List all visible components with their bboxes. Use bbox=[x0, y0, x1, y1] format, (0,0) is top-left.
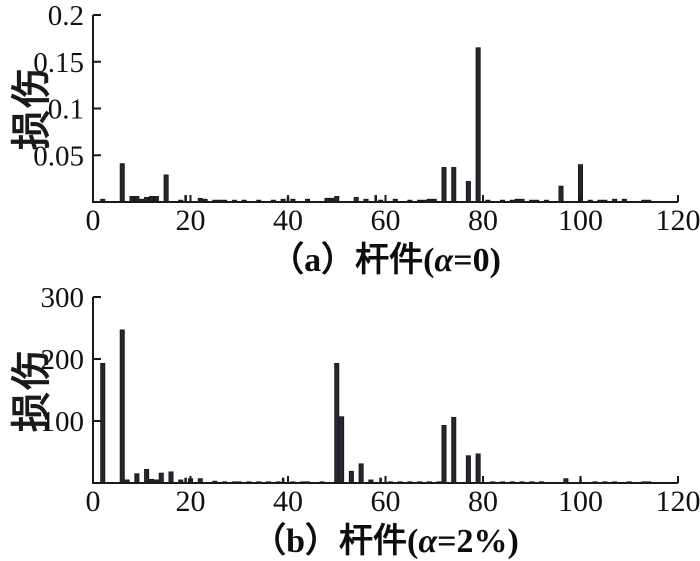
chart-a-caption: （a）杆件(α=0) bbox=[93, 232, 678, 281]
x-tick-label: 80 bbox=[468, 204, 498, 237]
bar bbox=[144, 469, 150, 484]
chart-b-caption-post: =2%) bbox=[437, 523, 519, 560]
chart-a-caption-alpha: α bbox=[434, 242, 454, 279]
bar bbox=[441, 167, 447, 203]
y-tick-label: 0.05 bbox=[33, 140, 84, 172]
chart-b-plot: 0 20 40 60 80 100 120 100 200 300 bbox=[41, 282, 700, 518]
bar bbox=[348, 470, 354, 484]
x-tick-label: 80 bbox=[468, 485, 498, 518]
bar bbox=[163, 174, 169, 203]
bar bbox=[334, 362, 340, 484]
bar bbox=[119, 329, 125, 484]
bar bbox=[158, 472, 164, 484]
x-tick-label: 120 bbox=[656, 204, 700, 237]
axis-lines bbox=[92, 15, 678, 203]
bar bbox=[451, 167, 457, 203]
bar bbox=[100, 362, 106, 484]
bar bbox=[358, 463, 364, 484]
chart-a: 损伤 0 20 40 60 80 100 120 0.05 0.1 0.15 0.2 （a）杆件(α… bbox=[0, 0, 700, 280]
chart-a-plot: 0 20 40 60 80 100 120 0.05 0.1 0.15 0.2 bbox=[33, 0, 700, 237]
x-tick-label: 0 bbox=[86, 204, 101, 237]
x-tick-label: 100 bbox=[558, 485, 603, 518]
chart-a-caption-pre: （a）杆件( bbox=[270, 242, 435, 279]
y-tick-label: 200 bbox=[41, 344, 85, 376]
bar bbox=[441, 424, 447, 484]
x-tick-label: 60 bbox=[371, 204, 401, 237]
bar bbox=[339, 416, 345, 484]
y-tick-label: 0.2 bbox=[48, 0, 84, 32]
bar bbox=[475, 453, 481, 484]
y-tick-label: 300 bbox=[41, 282, 85, 314]
chart-a-caption-post: =0) bbox=[453, 242, 501, 279]
bar bbox=[119, 163, 125, 203]
axis-lines bbox=[92, 297, 678, 484]
x-tick-label: 60 bbox=[371, 485, 401, 518]
bar bbox=[168, 471, 174, 484]
y-tick-label: 0.1 bbox=[48, 94, 84, 126]
x-tick-label: 20 bbox=[176, 485, 206, 518]
x-tick-label: 20 bbox=[176, 204, 206, 237]
bar bbox=[558, 185, 564, 203]
chart-b-caption-alpha: α bbox=[418, 523, 438, 560]
x-tick-label: 40 bbox=[273, 485, 303, 518]
y-tick-label: 100 bbox=[41, 406, 85, 438]
x-tick-label: 100 bbox=[558, 204, 603, 237]
bar bbox=[475, 47, 481, 203]
chart-b: 损伤 0 20 40 60 80 100 120 100 200 300 （b）杆件(α=2%) bbox=[0, 280, 700, 561]
bar bbox=[451, 416, 457, 484]
bar bbox=[134, 473, 140, 484]
bar bbox=[465, 455, 471, 484]
x-tick-label: 0 bbox=[86, 485, 101, 518]
bar bbox=[465, 181, 471, 203]
x-tick-label: 40 bbox=[273, 204, 303, 237]
y-tick-label: 0.15 bbox=[33, 47, 84, 79]
x-tick-label: 120 bbox=[656, 485, 700, 518]
chart-b-caption: （b）杆件(α=2%) bbox=[93, 513, 678, 561]
chart-b-caption-pre: （b）杆件( bbox=[252, 523, 419, 560]
